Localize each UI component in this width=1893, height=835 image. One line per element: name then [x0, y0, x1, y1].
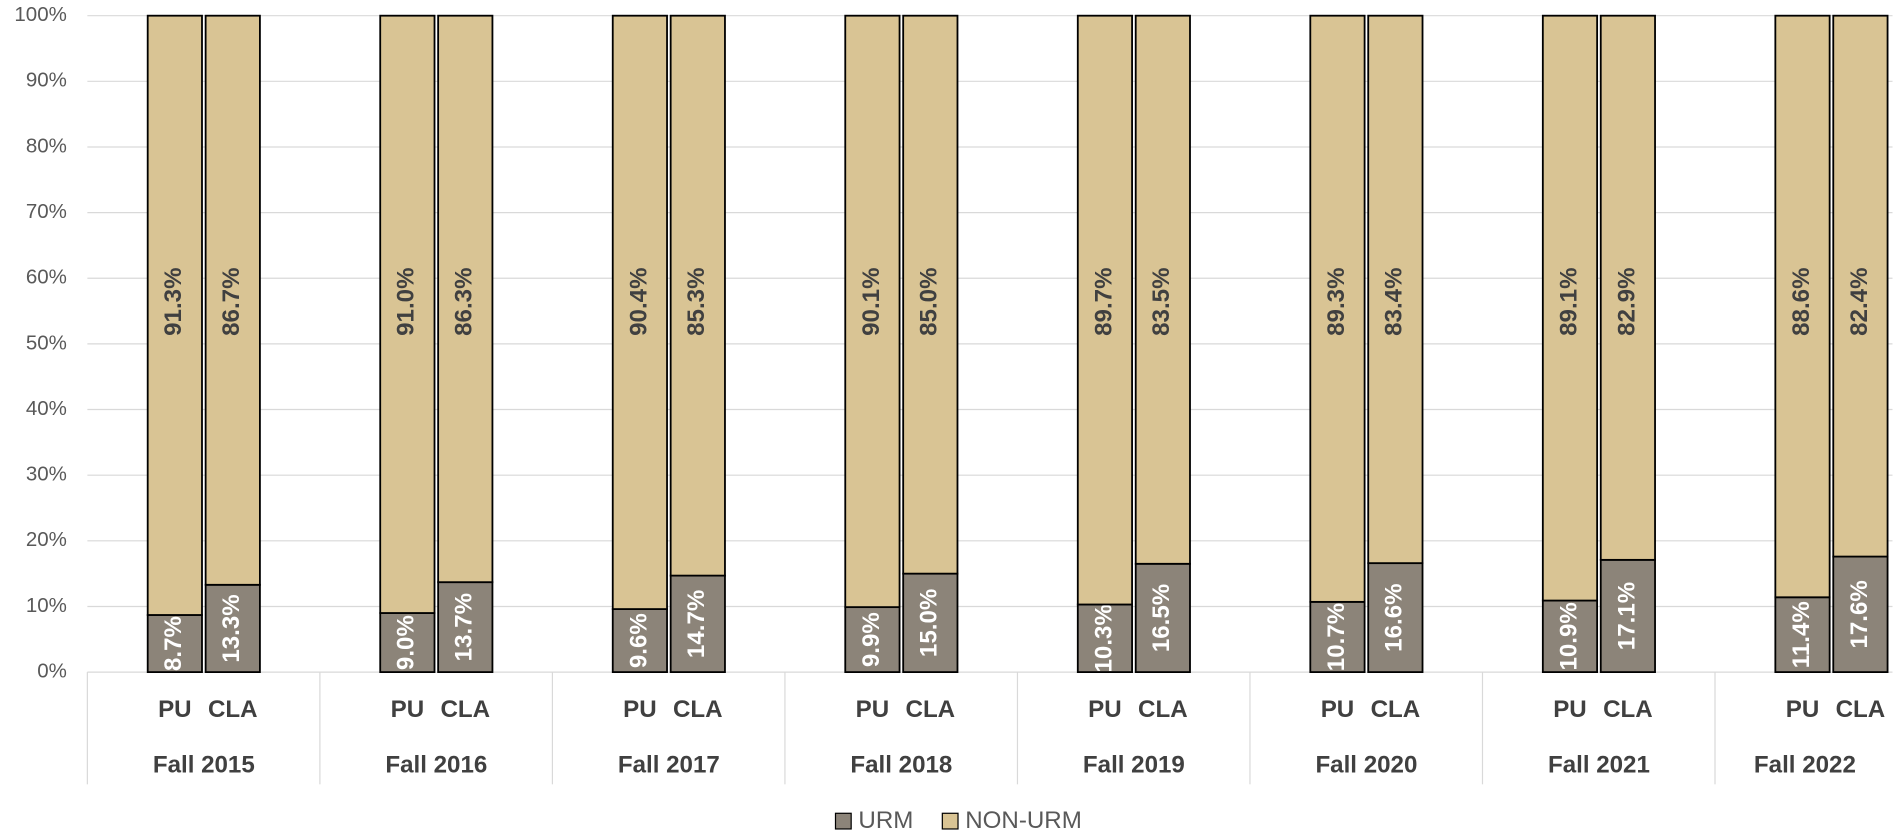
value-label: 17.6%	[1846, 580, 1873, 648]
value-label: 89.1%	[1555, 267, 1582, 335]
y-tick-label: 90%	[26, 69, 67, 92]
value-label: 13.7%	[451, 593, 478, 661]
value-label: 9.0%	[393, 615, 420, 670]
y-tick-label: 60%	[26, 266, 67, 289]
value-label: 86.7%	[218, 267, 245, 335]
x-tick-label: PU	[1786, 696, 1820, 723]
x-tick-label: PU	[623, 696, 657, 723]
group-label: Fall 2019	[1083, 752, 1185, 779]
value-label: 83.5%	[1148, 267, 1175, 335]
x-tick-label: PU	[1553, 696, 1587, 723]
group-label: Fall 2017	[618, 752, 720, 779]
value-label: 10.7%	[1323, 603, 1350, 671]
bar-segment	[204, 583, 261, 674]
bar-segment	[1134, 562, 1191, 674]
bar-segment	[1134, 14, 1191, 565]
legend-swatch	[834, 812, 852, 830]
group-label: Fall 2022	[1754, 752, 1856, 779]
value-label: 89.3%	[1323, 267, 1350, 335]
x-tick-label: PU	[1321, 696, 1355, 723]
bar-segment	[669, 574, 726, 674]
y-tick-label: 10%	[26, 594, 67, 617]
bar-segment	[437, 581, 494, 674]
y-tick-label: 0%	[37, 660, 67, 683]
x-tick-label: PU	[1088, 696, 1122, 723]
bar-segment	[1774, 14, 1831, 599]
bar-segment	[1367, 562, 1424, 674]
legend-label: URM	[858, 807, 913, 834]
value-label: 9.9%	[858, 612, 885, 667]
value-label: 16.6%	[1381, 583, 1408, 651]
bar-segment	[1599, 558, 1656, 674]
bar-segment	[1309, 14, 1366, 603]
legend-label: NON-URM	[965, 807, 1082, 834]
x-tick-label: CLA	[906, 696, 956, 723]
bar-segment	[1832, 14, 1889, 558]
value-label: 13.3%	[218, 594, 245, 662]
y-tick-label: 20%	[26, 528, 67, 551]
value-label: 14.7%	[683, 590, 710, 658]
bar-segment	[902, 14, 959, 575]
x-tick-label: CLA	[1371, 696, 1421, 723]
bar-segment	[379, 612, 436, 674]
bar-segment	[844, 14, 901, 609]
bar-segment	[1367, 14, 1424, 565]
bar-segment	[1832, 555, 1889, 674]
bar-segment	[204, 14, 261, 586]
group-label: Fall 2015	[153, 752, 255, 779]
bar-segment	[1541, 14, 1599, 602]
group-label: Fall 2021	[1548, 752, 1650, 779]
value-label: 88.6%	[1788, 267, 1815, 335]
x-tick-label: CLA	[1138, 696, 1188, 723]
bar-segment	[1076, 14, 1133, 606]
x-tick-label: PU	[391, 696, 425, 723]
bar-segment	[1774, 596, 1831, 674]
value-label: 85.0%	[916, 267, 943, 335]
y-tick-label: 70%	[26, 200, 67, 223]
value-label: 86.3%	[451, 267, 478, 335]
value-label: 85.3%	[683, 267, 710, 335]
bar-segment	[437, 14, 494, 584]
x-tick-label: CLA	[1603, 696, 1653, 723]
value-label: 90.4%	[625, 267, 652, 335]
y-tick-label: 40%	[26, 397, 67, 420]
value-label: 89.7%	[1090, 267, 1117, 335]
x-tick-label: CLA	[440, 696, 490, 723]
y-tick-label: 50%	[26, 331, 67, 354]
value-label: 90.1%	[858, 267, 885, 335]
value-label: 17.1%	[1613, 582, 1640, 650]
y-tick-label: 100%	[14, 3, 66, 26]
x-tick-label: PU	[158, 696, 192, 723]
group-label: Fall 2018	[850, 752, 952, 779]
x-tick-label: CLA	[208, 696, 258, 723]
value-label: 9.6%	[625, 613, 652, 668]
value-label: 11.4%	[1788, 601, 1815, 668]
bar-segment	[1599, 14, 1656, 561]
x-tick-label: CLA	[673, 696, 723, 723]
x-tick-label: CLA	[1836, 696, 1886, 723]
bar-segment	[379, 14, 436, 614]
value-label: 91.3%	[160, 267, 187, 335]
legend-swatch	[941, 812, 959, 830]
bar-segment	[669, 14, 726, 577]
value-label: 83.4%	[1381, 267, 1408, 335]
value-label: 15.0%	[916, 589, 943, 657]
bar-segment	[146, 14, 203, 616]
value-label: 8.7%	[160, 616, 187, 671]
value-label: 16.5%	[1148, 584, 1175, 652]
y-tick-label: 30%	[26, 463, 67, 486]
group-label: Fall 2016	[385, 752, 487, 779]
group-label: Fall 2020	[1315, 752, 1417, 779]
value-label: 82.4%	[1846, 267, 1873, 335]
value-label: 82.9%	[1613, 267, 1640, 335]
value-label: 10.3%	[1090, 604, 1117, 672]
value-label: 91.0%	[393, 267, 420, 335]
value-label: 10.9%	[1555, 602, 1582, 670]
bar-segment	[844, 606, 901, 674]
x-tick-label: PU	[856, 696, 890, 723]
bar-segment	[611, 14, 668, 610]
y-tick-label: 80%	[26, 134, 67, 157]
